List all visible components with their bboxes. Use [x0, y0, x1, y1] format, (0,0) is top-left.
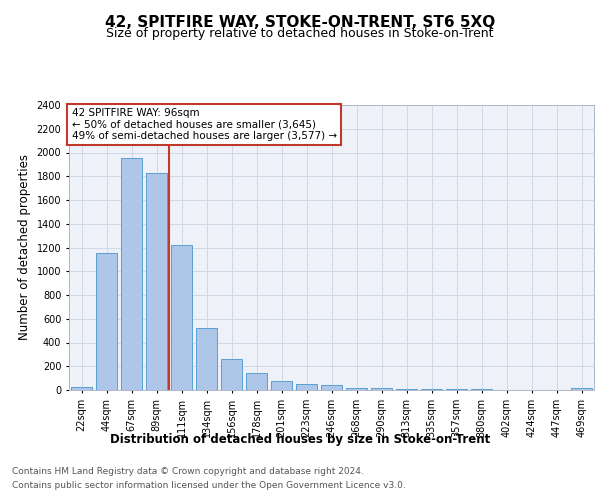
Bar [171, 245, 192, 390]
Bar [421, 389, 442, 390]
Bar [346, 388, 367, 390]
Text: Distribution of detached houses by size in Stoke-on-Trent: Distribution of detached houses by size … [110, 432, 490, 446]
Text: 42 SPITFIRE WAY: 96sqm
← 50% of detached houses are smaller (3,645)
49% of semi-: 42 SPITFIRE WAY: 96sqm ← 50% of detached… [71, 108, 337, 141]
Bar [221, 358, 242, 390]
Bar [396, 389, 417, 390]
Text: Size of property relative to detached houses in Stoke-on-Trent: Size of property relative to detached ho… [106, 28, 494, 40]
Bar [121, 158, 142, 390]
Bar [371, 388, 392, 390]
Bar [71, 387, 92, 390]
Bar [571, 388, 592, 390]
Text: Contains public sector information licensed under the Open Government Licence v3: Contains public sector information licen… [12, 481, 406, 490]
Bar [96, 254, 117, 390]
Bar [196, 328, 217, 390]
Bar [321, 385, 342, 390]
Bar [146, 172, 167, 390]
Bar [246, 374, 267, 390]
Text: Contains HM Land Registry data © Crown copyright and database right 2024.: Contains HM Land Registry data © Crown c… [12, 468, 364, 476]
Bar [271, 380, 292, 390]
Text: 42, SPITFIRE WAY, STOKE-ON-TRENT, ST6 5XQ: 42, SPITFIRE WAY, STOKE-ON-TRENT, ST6 5X… [105, 15, 495, 30]
Y-axis label: Number of detached properties: Number of detached properties [18, 154, 31, 340]
Bar [296, 384, 317, 390]
